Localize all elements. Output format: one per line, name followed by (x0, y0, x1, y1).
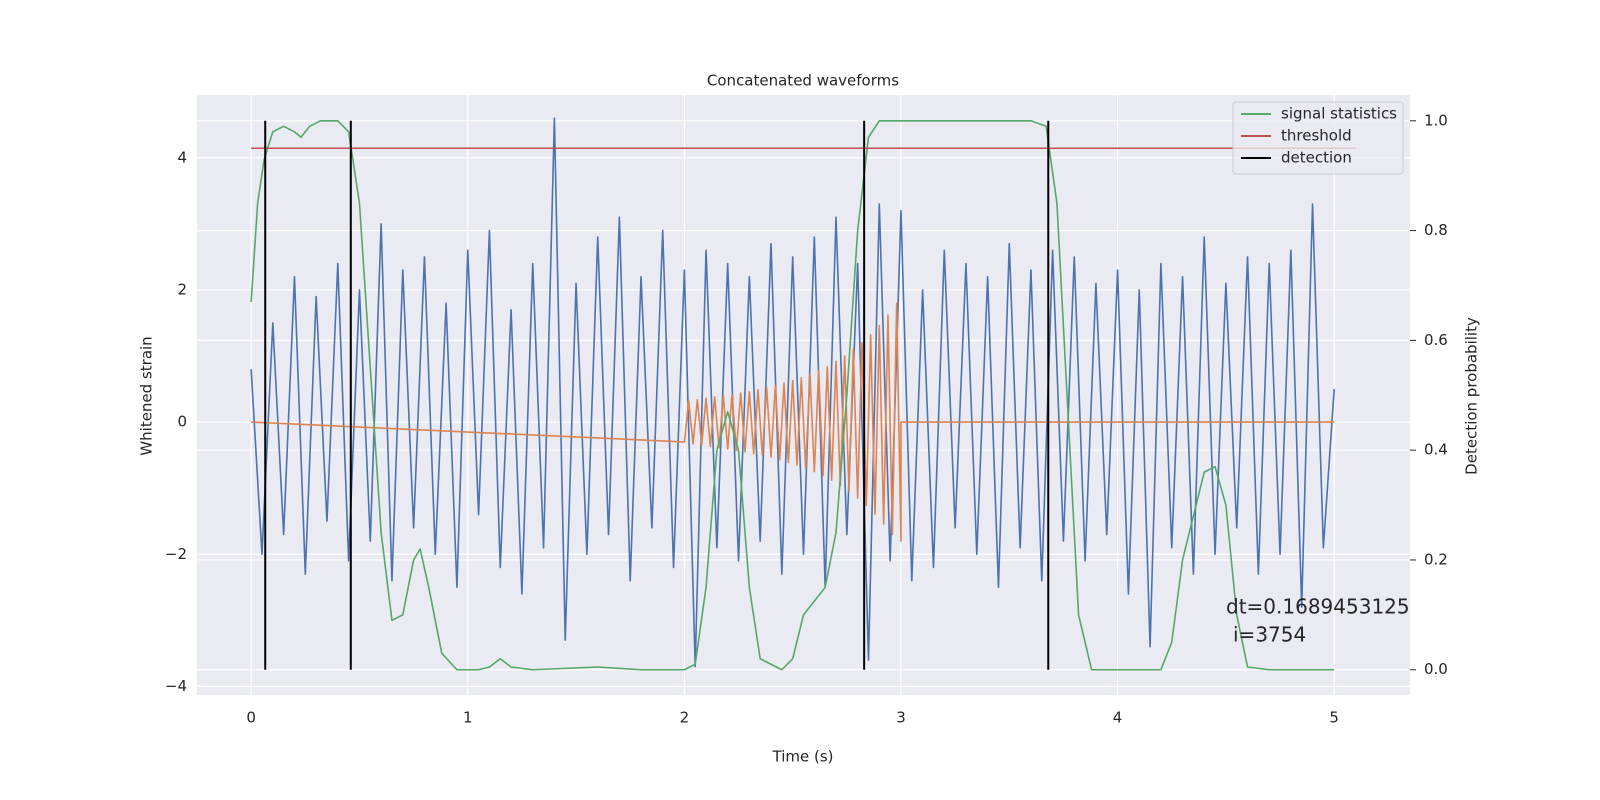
y-tick-label: −2 (165, 545, 187, 563)
series-line (251, 302, 1335, 542)
y-tick-label: −4 (165, 677, 187, 695)
x-tick-label: 4 (1113, 709, 1123, 727)
annotation: dt=0.1689453125 (1226, 595, 1410, 619)
series-line (250, 117, 1335, 668)
y2-tick-label: 0.0 (1424, 660, 1448, 678)
y2-tick-label: 1.0 (1424, 111, 1448, 129)
x-tick-label: 3 (896, 709, 906, 727)
x-tick-label: 0 (246, 709, 256, 727)
chart-title: Concatenated waveforms (707, 72, 899, 90)
y2-tick-label: 0.6 (1424, 331, 1448, 349)
x-axis-label: Time (s) (772, 748, 834, 766)
y-tick-label: 4 (177, 148, 187, 166)
y-axis-label: Whitened strain (138, 336, 156, 455)
legend-label: detection (1281, 149, 1352, 167)
x-tick-label: 2 (680, 709, 690, 727)
annotation: i=3754 (1233, 623, 1306, 647)
legend-label: threshold (1281, 127, 1352, 145)
y-tick-label: 2 (177, 280, 187, 298)
x-tick-label: 5 (1329, 709, 1339, 727)
y2-tick-label: 0.8 (1424, 221, 1448, 239)
y2-tick-label: 0.2 (1424, 550, 1448, 568)
legend-label: signal statistics (1281, 105, 1397, 123)
y2-tick-label: 0.4 (1424, 441, 1448, 459)
x-tick-label: 1 (463, 709, 473, 727)
y-tick-label: 0 (177, 413, 187, 431)
legend-box (1232, 101, 1404, 175)
y2-axis-label: Detection probability (1463, 317, 1481, 475)
